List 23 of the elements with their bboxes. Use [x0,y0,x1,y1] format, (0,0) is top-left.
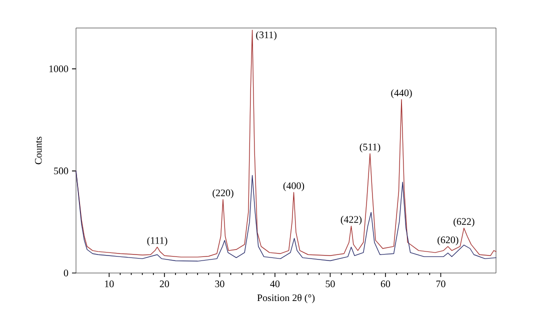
x-tick-label: 70 [436,280,446,288]
line-series [76,30,496,258]
annotation: (422) [340,216,362,225]
annotation: (400) [283,182,304,192]
x-tick-label: 60 [380,280,390,288]
annotation: (311) [256,31,276,40]
annotation: (440) [391,89,412,98]
annotation: (220) [212,189,234,198]
y-tick-label: 500 [54,168,68,174]
annotation: (511) [360,143,380,152]
x-axis-title: Position 2θ (°) [257,294,315,304]
x-tick-label: 30 [215,280,224,288]
annotation: (620) [438,236,458,246]
x-tick-label: 40 [270,280,280,288]
y-axis-title: Counts [35,136,42,164]
annotation: (111) [147,236,168,246]
y-tick-label: 1000 [49,65,68,72]
x-tick-label: 20 [160,280,170,288]
x-tick-label: 50 [326,280,335,288]
annotation: (622) [454,218,474,227]
x-tick-label: 10 [105,280,114,288]
y-tick-label: 0 [64,270,68,276]
line-series [76,170,496,262]
